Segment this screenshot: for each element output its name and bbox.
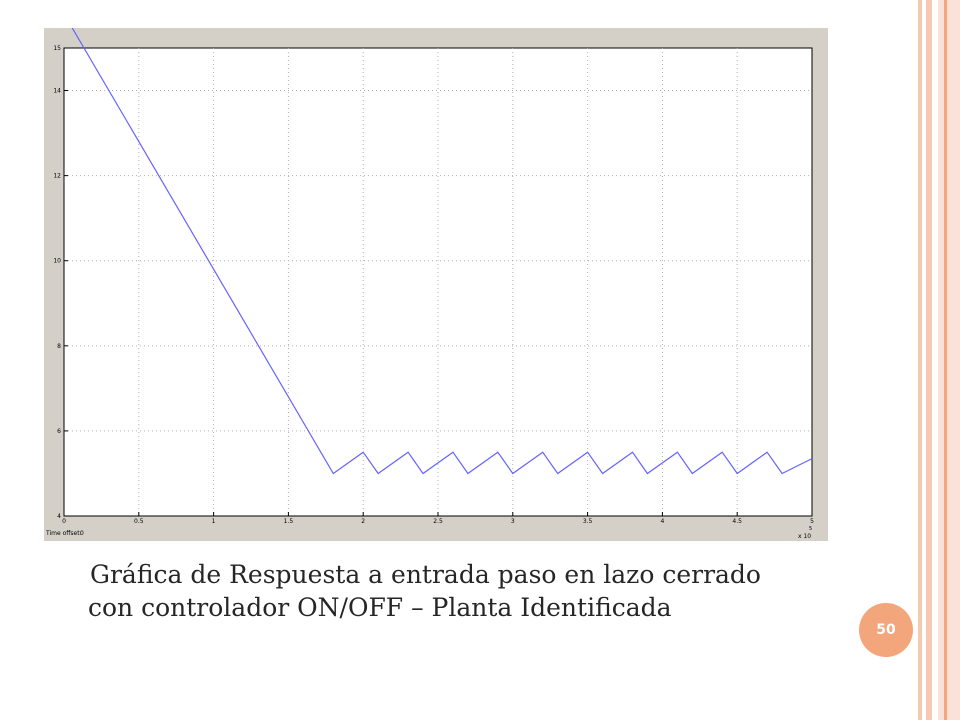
plot-area bbox=[63, 47, 813, 517]
border-stripe-mid bbox=[926, 0, 932, 720]
grid bbox=[64, 48, 812, 516]
time-offset-label: Time offset: bbox=[45, 530, 82, 537]
y-tick-label: 10 bbox=[53, 258, 61, 265]
x-tick-label: 5 bbox=[810, 518, 814, 525]
y-tick-label: 14 bbox=[53, 88, 61, 95]
x-tick-label: 1.5 bbox=[284, 518, 294, 525]
x-tick-label: 0 bbox=[62, 518, 66, 525]
x-tick-label: 2 bbox=[361, 518, 365, 525]
ticks: 0 0.5 1 1.5 2 2.5 3 3.5 4 4.5 5 4 6 8 10 12 14 15 bbox=[53, 45, 814, 525]
y-tick-label: 4 bbox=[57, 513, 61, 520]
x-tick-label: 3 bbox=[511, 518, 515, 525]
border-stripe-line bbox=[944, 0, 947, 720]
border-stripe-outer bbox=[918, 0, 922, 720]
y-tick-label: 8 bbox=[57, 343, 61, 350]
y-tick-label: 6 bbox=[57, 428, 61, 435]
y-tick-label: 12 bbox=[53, 173, 61, 180]
border-stripe-inner bbox=[938, 0, 960, 720]
x-exponent: 5 bbox=[809, 526, 812, 532]
y-tick-label: 15 bbox=[53, 45, 61, 52]
page-number: 50 bbox=[876, 622, 896, 638]
x-tick-label: 0.5 bbox=[134, 518, 144, 525]
time-offset-value: 0 bbox=[80, 530, 84, 537]
x-tick-label: 1 bbox=[212, 518, 216, 525]
x-exponent-label: x 10 bbox=[798, 533, 811, 540]
page-number-badge: 50 bbox=[859, 603, 913, 657]
x-tick-label: 4.5 bbox=[732, 518, 742, 525]
scope-window: 0 0.5 1 1.5 2 2.5 3 3.5 4 4.5 5 4 6 8 10 12 14 15 Time of… bbox=[44, 28, 828, 541]
x-tick-label: 4 bbox=[660, 518, 664, 525]
x-tick-label: 2.5 bbox=[433, 518, 443, 525]
slide-caption: Gráfica de Respuesta a entrada paso en l… bbox=[88, 560, 761, 622]
response-line bbox=[71, 28, 813, 475]
x-tick-label: 3.5 bbox=[583, 518, 593, 525]
line-chart: 0 0.5 1 1.5 2 2.5 3 3.5 4 4.5 5 4 6 8 10 12 14 15 Time of… bbox=[45, 28, 814, 540]
